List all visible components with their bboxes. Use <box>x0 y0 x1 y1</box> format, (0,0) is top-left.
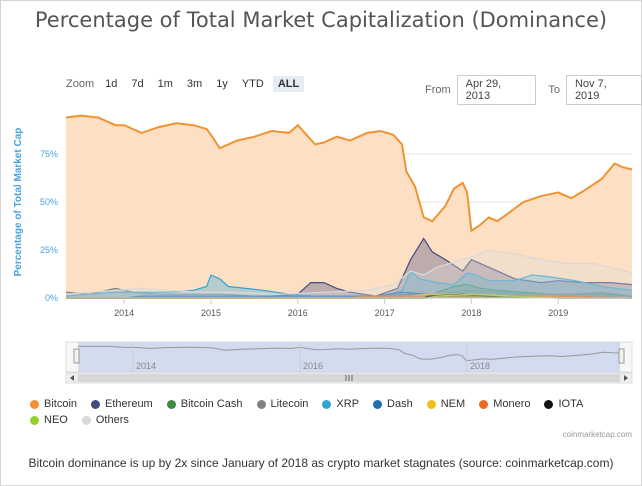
navigator-selection[interactable] <box>78 342 620 372</box>
legend-label: Ethereum <box>105 398 153 410</box>
legend-marker-icon <box>544 399 554 409</box>
series-line-others[interactable] <box>65 249 633 295</box>
legend-label: IOTA <box>558 398 584 410</box>
legend-item-others[interactable]: Others <box>81 412 129 428</box>
series-area-iota <box>66 294 632 298</box>
from-date-input[interactable]: Apr 29, 2013 <box>456 75 537 105</box>
zoom-button-1d[interactable]: 1d <box>105 78 118 90</box>
legend-label: Dash <box>387 398 413 410</box>
scroll-right-icon[interactable] <box>624 375 628 381</box>
legend-label: XRP <box>336 398 360 410</box>
x-tick-label: 2015 <box>201 308 221 318</box>
zoom-label: Zoom <box>66 78 95 90</box>
legend-marker-icon <box>373 399 383 409</box>
legend-item-bitcoin[interactable]: Bitcoin <box>30 396 77 412</box>
navigator-line <box>77 345 621 362</box>
legend-label: Bitcoin <box>44 398 78 410</box>
navigator[interactable]: 2014 2016 2018 <box>65 341 633 373</box>
legend-marker-icon <box>166 399 176 409</box>
legend-label: NEO <box>44 414 68 426</box>
legend-marker-icon <box>426 399 436 409</box>
legend-label: Bitcoin Cash <box>180 398 243 410</box>
series-line-ethereum[interactable] <box>66 237 633 299</box>
legend-label: Litecoin <box>270 398 309 410</box>
x-tick-label: 2016 <box>288 308 308 318</box>
zoom-button-all[interactable]: ALL <box>272 76 305 92</box>
legend-item-bitcoin-cash[interactable]: Bitcoin Cash <box>166 396 243 412</box>
navigator-left-handle[interactable] <box>73 348 80 364</box>
navigator-label-2014: 2014 <box>136 361 156 371</box>
y-tick-label: 0% <box>45 293 58 303</box>
watermark: coinmarketcap.com <box>562 430 632 439</box>
x-tick-label: 2018 <box>461 308 481 318</box>
zoom-button-1m[interactable]: 1m <box>157 78 173 90</box>
series-areas <box>65 114 633 299</box>
series-area-neo <box>66 294 632 298</box>
navigator-right-handle[interactable] <box>618 348 625 364</box>
series-area-ethereum <box>66 238 632 298</box>
legend-marker-icon <box>479 399 489 409</box>
scrollbar[interactable] <box>65 372 633 384</box>
y-tick-label: 50% <box>40 197 58 207</box>
zoom-controls: Zoom 1d 7d 1m 3m 1y YTD ALL <box>66 76 308 92</box>
legend-item-dash[interactable]: Dash <box>373 396 413 412</box>
legend-item-neo[interactable]: NEO <box>30 412 68 428</box>
legend: Bitcoin Ethereum Bitcoin Cash Litecoin XRP Da… <box>30 396 630 428</box>
x-tick-label: 2019 <box>548 308 568 318</box>
y-axis-label: Percentage of Total Market Cap <box>13 128 24 277</box>
scrollbar-grip-icon <box>345 375 353 381</box>
x-tick-label: 2014 <box>114 308 134 318</box>
navigator-label-2018: 2018 <box>470 361 490 371</box>
legend-item-ethereum[interactable]: Ethereum <box>91 396 153 412</box>
series-line-bitcoin[interactable] <box>65 114 633 233</box>
date-range: From Apr 29, 2013 To Nov 7, 2019 <box>425 75 642 105</box>
zoom-button-7d[interactable]: 7d <box>131 78 144 90</box>
series-area-bitcoin <box>66 115 632 298</box>
legend-marker-icon <box>256 399 266 409</box>
legend-marker-icon <box>30 415 39 425</box>
axes: 0% 25% 50% 75% 2014 2015 2016 2017 2018 2019 <box>40 149 632 318</box>
navigator-label-2016: 2016 <box>303 361 323 371</box>
series-area-xrp <box>66 271 632 298</box>
caption: Bitcoin dominance is up by 2x since Janu… <box>28 456 614 470</box>
legend-item-iota[interactable]: IOTA <box>544 396 583 412</box>
zoom-button-1y[interactable]: 1y <box>216 78 228 90</box>
legend-label: NEM <box>440 398 466 410</box>
y-tick-label: 75% <box>40 149 58 159</box>
legend-marker-icon <box>91 399 101 409</box>
legend-marker-icon <box>30 399 39 409</box>
zoom-button-ytd[interactable]: YTD <box>241 78 264 90</box>
legend-marker-icon <box>322 399 332 409</box>
x-tick-label: 2017 <box>375 308 395 318</box>
legend-item-litecoin[interactable]: Litecoin <box>256 396 309 412</box>
scroll-left-icon[interactable] <box>70 375 74 381</box>
legend-item-nem[interactable]: NEM <box>426 396 466 412</box>
series-area-others <box>66 250 632 298</box>
legend-label: Monero <box>493 398 531 410</box>
zoom-button-3m[interactable]: 3m <box>186 78 203 90</box>
legend-item-monero[interactable]: Monero <box>479 396 530 412</box>
to-date-input[interactable]: Nov 7, 2019 <box>565 75 642 105</box>
y-tick-label: 25% <box>40 245 58 255</box>
to-label: To <box>548 84 560 96</box>
legend-marker-icon <box>81 415 91 425</box>
from-label: From <box>425 84 451 96</box>
legend-item-xrp[interactable]: XRP <box>322 396 359 412</box>
legend-label: Others <box>95 414 129 426</box>
chart-title: Percentage of Total Market Capitalizatio… <box>34 8 608 32</box>
